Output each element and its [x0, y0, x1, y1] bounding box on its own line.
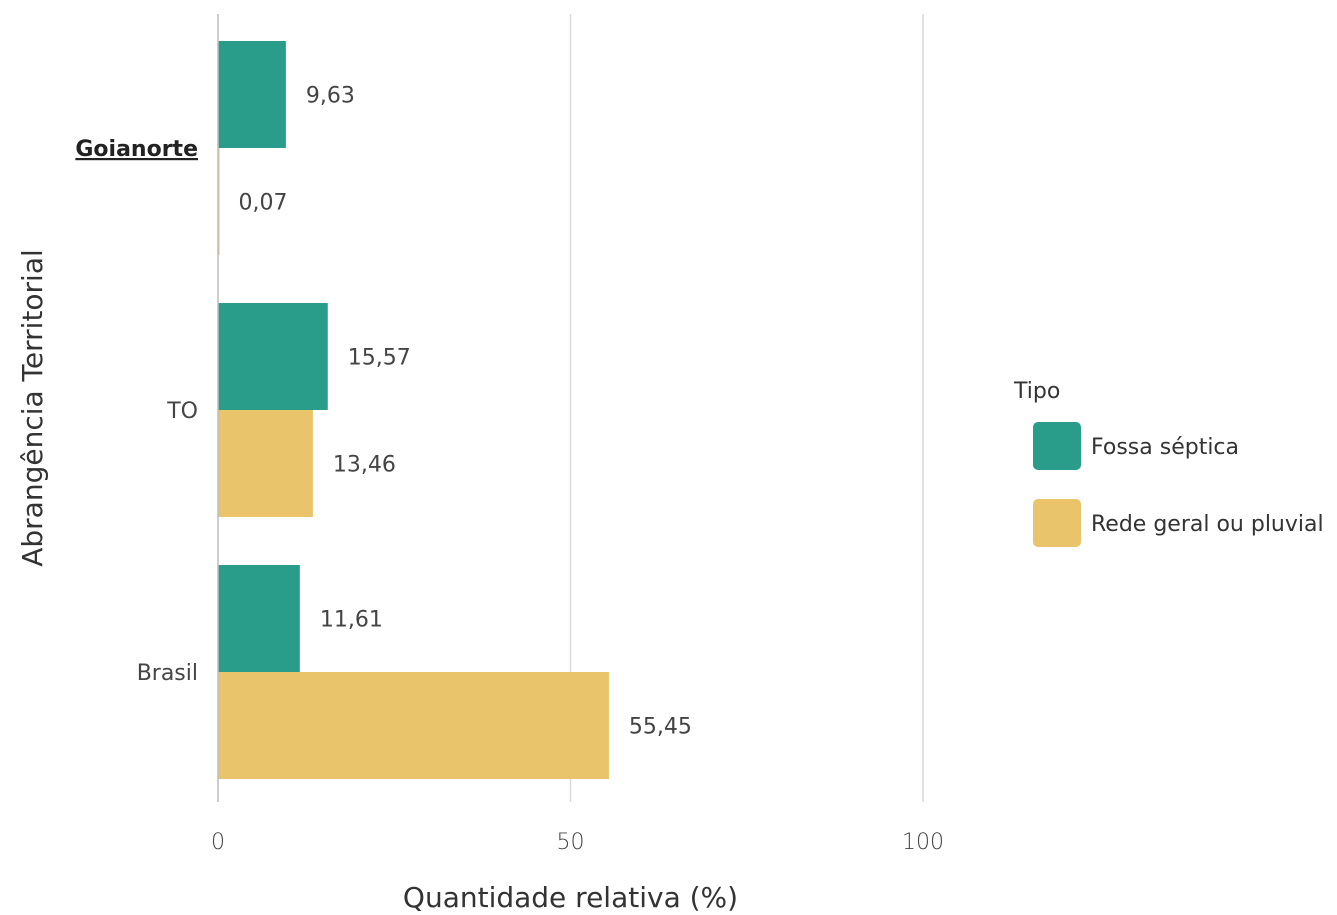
x-tick-label-0: 0: [211, 830, 225, 855]
value-label-brasil-rede-geral-ou-pluvial: 55,45: [629, 715, 692, 740]
bar-to-fossa-septica: [218, 303, 328, 410]
value-label-to-rede-geral-ou-pluvial: 13,46: [333, 453, 396, 478]
gridlines: [569, 14, 924, 802]
y-category-label-goianorte: Goianorte: [75, 137, 198, 162]
y-category-label-to: TO: [166, 399, 198, 424]
y-axis-title: Abrangência Territorial: [16, 249, 49, 567]
bars: [218, 41, 609, 779]
y-axis-categories: Goianorte TO Brasil: [75, 137, 198, 686]
bar-brasil-rede-geral-ou-pluvial: [218, 672, 609, 779]
bar-goianorte-fossa-septica: [218, 41, 286, 148]
x-axis-title: Quantidade relativa (%): [403, 881, 738, 914]
value-label-goianorte-rede-geral-ou-pluvial: 0,07: [238, 191, 287, 216]
value-label-goianorte-fossa-septica: 9,63: [306, 84, 355, 109]
x-tick-label-100: 100: [902, 830, 944, 855]
y-category-label-brasil: Brasil: [137, 661, 198, 686]
legend-label-rede-geral: Rede geral ou pluvial: [1091, 512, 1324, 537]
legend-title: Tipo: [1013, 379, 1060, 404]
value-label-brasil-fossa-septica: 11,61: [320, 608, 383, 633]
legend-swatch-rede-geral: [1033, 499, 1081, 547]
bar-to-rede-geral-ou-pluvial: [218, 410, 313, 517]
legend-swatch-fossa-septica: [1033, 422, 1081, 470]
x-axis-ticks: 0 50 100: [211, 830, 944, 855]
bar-brasil-fossa-septica: [218, 565, 300, 672]
value-labels: 9,63 0,07 15,57 13,46 11,61 55,45: [238, 84, 691, 740]
legend: Tipo Fossa séptica Rede geral ou pluvial: [1013, 379, 1324, 547]
legend-label-fossa-septica: Fossa séptica: [1091, 435, 1239, 460]
value-label-to-fossa-septica: 15,57: [348, 346, 411, 371]
x-tick-label-50: 50: [557, 830, 585, 855]
